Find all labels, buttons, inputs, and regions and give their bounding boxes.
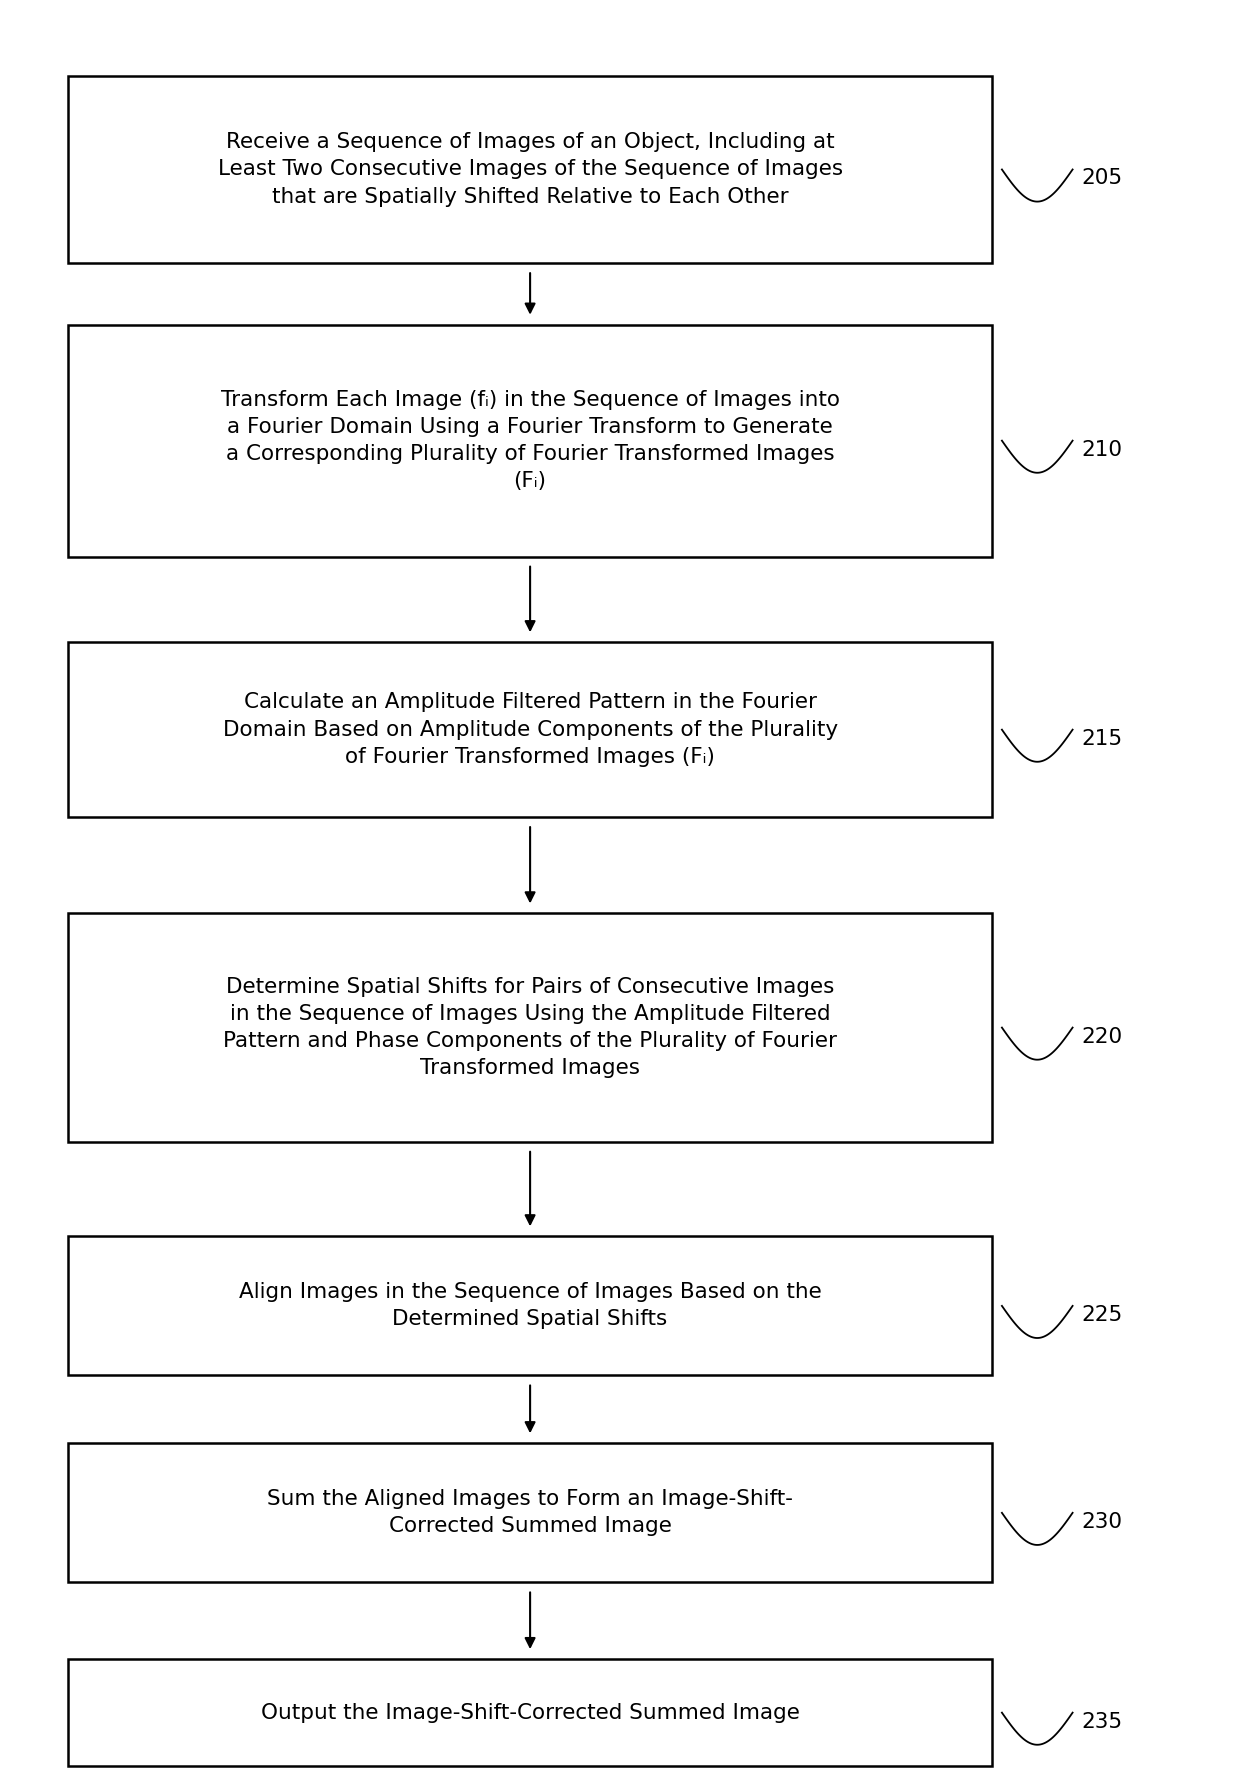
Text: Receive a Sequence of Images of an Object, Including at
Least Two Consecutive Im: Receive a Sequence of Images of an Objec… — [217, 132, 843, 207]
Text: 205: 205 — [1081, 168, 1122, 189]
Text: 220: 220 — [1081, 1026, 1122, 1047]
Bar — [68, 325, 992, 557]
Text: 230: 230 — [1081, 1511, 1122, 1532]
Text: Determine Spatial Shifts for Pairs of Consecutive Images
in the Sequence of Imag: Determine Spatial Shifts for Pairs of Co… — [223, 978, 837, 1078]
Bar — [68, 1659, 992, 1766]
Text: Sum the Aligned Images to Form an Image‑Shift‑
Corrected Summed Image: Sum the Aligned Images to Form an Image‑… — [267, 1490, 794, 1536]
Text: Transform Each Image (fᵢ) in the Sequence of Images into
a Fourier Domain Using : Transform Each Image (fᵢ) in the Sequenc… — [221, 391, 839, 491]
Bar — [68, 642, 992, 817]
Text: 225: 225 — [1081, 1304, 1122, 1326]
Text: 215: 215 — [1081, 728, 1122, 749]
Bar — [68, 1443, 992, 1582]
Text: Calculate an Amplitude Filtered Pattern in the Fourier
Domain Based on Amplitude: Calculate an Amplitude Filtered Pattern … — [222, 692, 838, 767]
Bar — [68, 75, 992, 262]
Bar — [68, 913, 992, 1142]
Text: Output the Image‑Shift‑Corrected Summed Image: Output the Image‑Shift‑Corrected Summed … — [260, 1702, 800, 1723]
Text: 235: 235 — [1081, 1711, 1122, 1732]
Text: 210: 210 — [1081, 439, 1122, 460]
Bar — [68, 1236, 992, 1375]
Text: Align Images in the Sequence of Images Based on the
Determined Spatial Shifts: Align Images in the Sequence of Images B… — [239, 1283, 821, 1329]
